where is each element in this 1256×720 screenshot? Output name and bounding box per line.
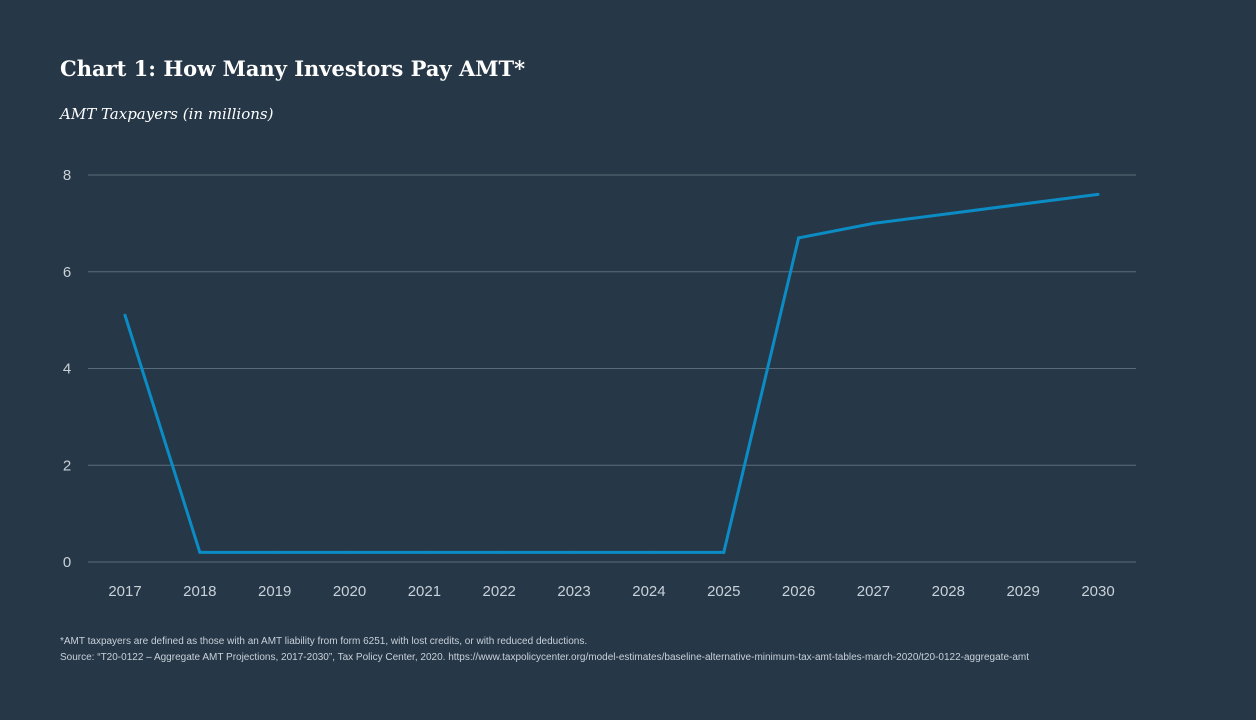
data-point-2020 (348, 550, 352, 554)
x-tick-label: 2019 (258, 583, 291, 600)
x-tick-label: 2024 (632, 583, 665, 600)
y-tick-label: 8 (63, 167, 71, 184)
x-tick-label: 2017 (108, 583, 141, 600)
x-tick-label: 2029 (1006, 583, 1039, 600)
data-point-2021 (422, 550, 426, 554)
data-point-2023 (572, 550, 576, 554)
x-tick-label: 2021 (408, 583, 441, 600)
data-point-2022 (497, 550, 501, 554)
x-tick-label: 2028 (932, 583, 965, 600)
x-tick-label: 2022 (483, 583, 516, 600)
data-point-2025 (722, 550, 726, 554)
x-tick-label: 2026 (782, 583, 815, 600)
x-tick-label: 2025 (707, 583, 740, 600)
chart-subtitle: AMT Taxpayers (in millions) (60, 105, 274, 123)
data-point-2017 (123, 313, 127, 317)
x-tick-label: 2023 (557, 583, 590, 600)
x-tick-label: 2027 (857, 583, 890, 600)
footnote-source: Source: “T20-0122 – Aggregate AMT Projec… (60, 652, 1029, 663)
y-tick-label: 0 (63, 554, 71, 571)
y-tick-label: 2 (63, 457, 71, 474)
x-tick-label: 2020 (333, 583, 366, 600)
footnote-definition: *AMT taxpayers are defined as those with… (60, 636, 588, 647)
data-point-2026 (797, 236, 801, 240)
x-tick-label: 2030 (1081, 583, 1114, 600)
y-tick-label: 4 (63, 361, 71, 378)
data-point-2027 (871, 221, 875, 225)
data-point-2028 (946, 212, 950, 216)
y-tick-label: 6 (63, 264, 71, 281)
series-line-0 (123, 192, 1099, 554)
data-point-2024 (647, 550, 651, 554)
data-point-2018 (198, 550, 202, 554)
x-tick-label: 2018 (183, 583, 216, 600)
data-point-2019 (273, 550, 277, 554)
data-point-2029 (1021, 202, 1025, 206)
data-point-2030 (1096, 192, 1100, 196)
chart-title: Chart 1: How Many Investors Pay AMT* (60, 56, 526, 81)
